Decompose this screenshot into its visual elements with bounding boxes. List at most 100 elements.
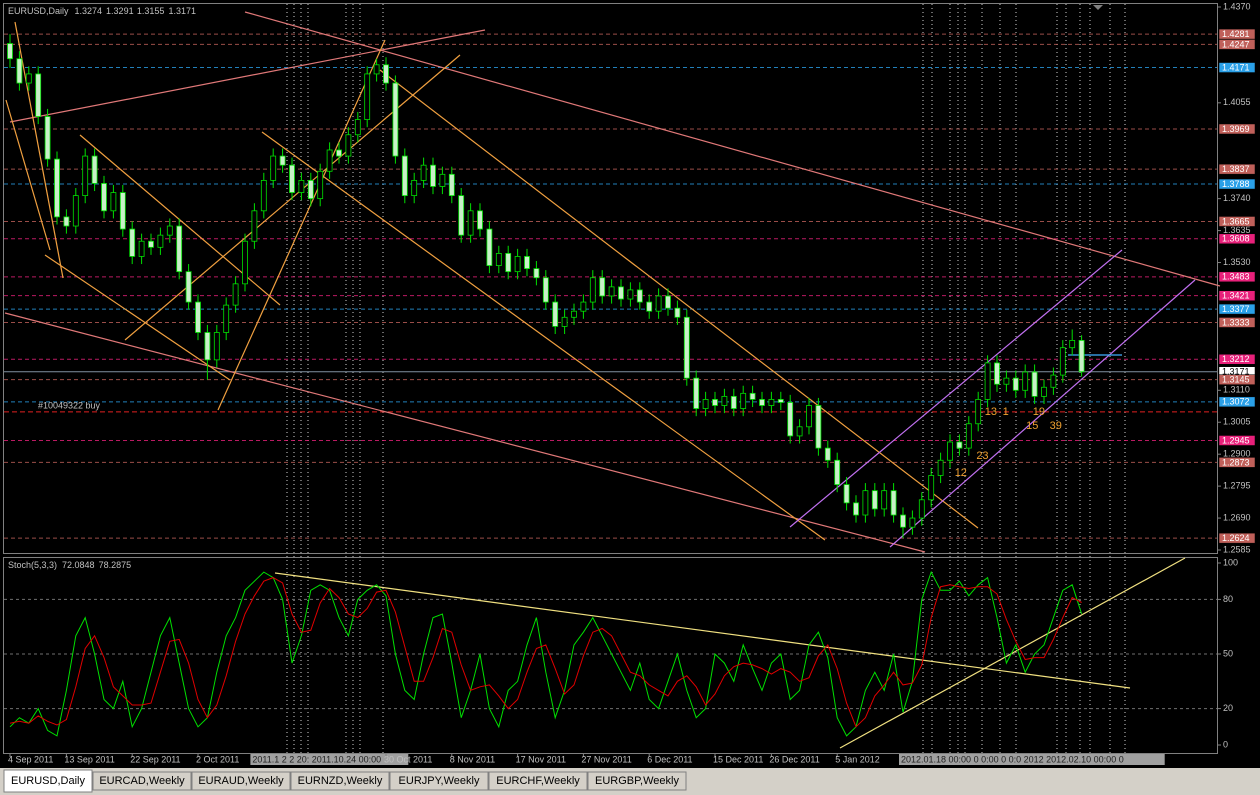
x-tick-label: 22 Sep 2011 <box>130 754 180 764</box>
candle-body <box>430 164 436 187</box>
tab-box[interactable] <box>389 771 489 791</box>
y-tick-label: 1.3110 <box>1223 385 1250 395</box>
tab-label[interactable]: EURUSD,Daily <box>11 775 85 787</box>
level-label: 1.3377 <box>1222 304 1250 314</box>
candle-body <box>589 277 596 303</box>
tab[interactable]: EURAUD,Weekly <box>191 771 291 791</box>
trend-line <box>261 131 826 541</box>
candle-body <box>721 395 728 406</box>
level-label: 1.4171 <box>1222 62 1250 72</box>
candle-body <box>392 82 399 157</box>
chart-header: EURUSD,Daily 1.3274 1.3291 1.3155 1.3171 <box>8 6 196 16</box>
candle-body <box>298 179 305 193</box>
candle-body <box>63 216 70 227</box>
candle-body <box>834 459 841 485</box>
candle-body <box>806 405 812 428</box>
candle-body <box>270 155 277 181</box>
y-tick-label: 1.3530 <box>1223 257 1251 267</box>
candle-body <box>91 155 98 184</box>
candle-body <box>815 405 822 449</box>
tab-label[interactable]: EURCAD,Weekly <box>99 775 185 787</box>
x-tick-label: 4 Sep 2011 <box>8 754 53 764</box>
tab[interactable]: EURJPY,Weekly <box>389 771 489 791</box>
level-box <box>1218 532 1256 544</box>
candle-body <box>787 402 794 437</box>
candle-body <box>1041 386 1047 397</box>
candle-body <box>129 228 136 257</box>
candle-body <box>486 228 493 266</box>
last-high: 1.3291 <box>106 6 134 16</box>
candle-body <box>54 158 60 218</box>
candle-body <box>439 173 446 187</box>
tab[interactable]: EURCAD,Weekly <box>92 771 192 791</box>
candle-body <box>843 484 850 504</box>
tab[interactable]: EURUSD,Daily <box>3 769 93 793</box>
stoch-trend-line <box>274 572 1131 689</box>
tab-box[interactable] <box>587 771 687 791</box>
candle-body <box>608 286 615 297</box>
candle-body <box>119 192 126 230</box>
trend-line <box>217 39 386 411</box>
level-label: 1.3145 <box>1222 375 1250 385</box>
shift-marker <box>1093 5 1103 10</box>
tab[interactable]: EURGBP,Weekly <box>587 771 687 791</box>
candle-body <box>326 149 333 172</box>
level-label: 1.3171 <box>1222 367 1250 377</box>
candle-body <box>730 395 737 409</box>
candle-body <box>928 475 935 501</box>
candle-body <box>223 304 230 333</box>
annotation: 39 <box>1050 420 1062 432</box>
candle-body <box>345 134 352 157</box>
candle-body <box>232 283 239 306</box>
level-label: 1.2945 <box>1222 435 1250 445</box>
y-tick-label: 1.4055 <box>1223 97 1251 107</box>
y-tick-label: 1.4370 <box>1223 1 1251 11</box>
candle-body <box>1012 377 1019 391</box>
candle-body <box>561 316 568 327</box>
annotation: 12 <box>955 467 967 479</box>
candle-body <box>618 286 624 300</box>
candle-body <box>477 210 483 230</box>
tab-box[interactable] <box>92 771 192 791</box>
tab-box[interactable] <box>290 771 390 791</box>
level-box <box>1218 62 1256 73</box>
x-tick-label: 8 Nov 2011 <box>450 754 495 764</box>
y-tick-label: 1.2900 <box>1223 449 1251 459</box>
tab-label[interactable]: EURJPY,Weekly <box>399 775 480 787</box>
candle-body <box>448 173 455 197</box>
tab[interactable]: EURNZD,Weekly <box>290 771 390 791</box>
candle-body <box>702 399 709 409</box>
tab[interactable]: EURCHF,Weekly <box>488 771 588 791</box>
tab-label[interactable]: EURGBP,Weekly <box>595 775 679 787</box>
level-label: 1.2873 <box>1222 457 1250 467</box>
candle-body <box>580 301 587 312</box>
candle-body <box>599 277 606 297</box>
tab-box[interactable] <box>488 771 588 791</box>
x-tick-label: 6 Dec 2011 <box>647 754 692 764</box>
tab-label[interactable]: EURNZD,Weekly <box>298 775 383 787</box>
stoch-k-last: 72.0848 <box>62 560 95 570</box>
level-label: 1.4281 <box>1222 29 1250 39</box>
x-tick-label: 15 Dec 2011 <box>713 754 763 764</box>
y-tick-label: 100 <box>1223 557 1238 567</box>
candle-body <box>242 240 248 285</box>
candle-body <box>157 234 164 248</box>
annotation: 1 <box>1003 406 1009 418</box>
candle-body <box>646 301 653 312</box>
tab-label[interactable]: EURCHF,Weekly <box>496 775 580 787</box>
candle-body <box>862 490 869 516</box>
tab-box[interactable] <box>3 769 93 793</box>
candle-body <box>1031 371 1038 397</box>
y-tick-label: 0 <box>1223 739 1228 749</box>
trend-line <box>5 99 51 251</box>
tab-label[interactable]: EURAUD,Weekly <box>198 775 284 787</box>
y-tick-label: 1.3740 <box>1223 193 1251 203</box>
tab-box[interactable] <box>191 771 291 791</box>
y-tick-label: 1.3635 <box>1223 225 1251 235</box>
candle-body <box>871 490 878 510</box>
candle-body <box>777 399 784 403</box>
candle-body <box>918 499 925 519</box>
stoch-title: Stoch(5,3,3) <box>8 560 57 570</box>
annotation: 23 <box>976 450 988 462</box>
candle-body <box>636 289 643 303</box>
